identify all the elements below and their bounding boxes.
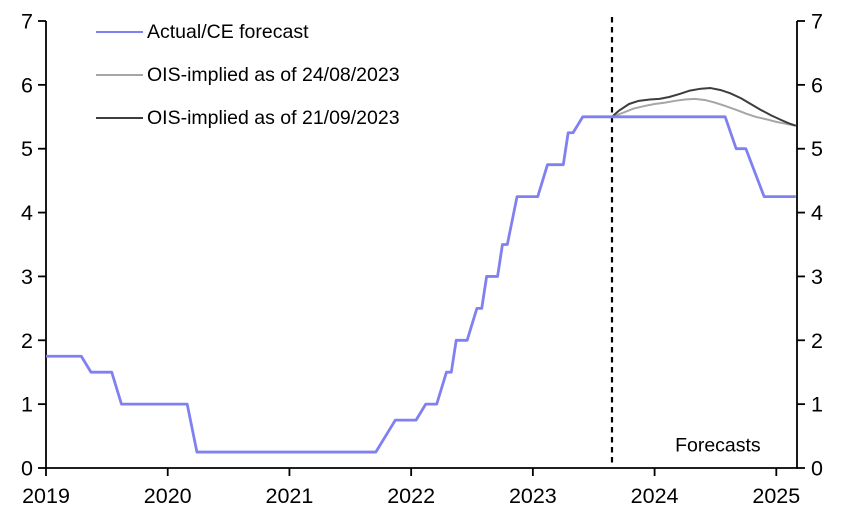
legend-label-ois-24-08-2023: OIS-implied as of 24/08/2023 [147,64,400,86]
legend-item-ois-24-08-2023: OIS-implied as of 24/08/2023 [96,63,400,87]
y-axis-left-tick-label: 5 [21,137,33,161]
x-axis-tick-label: 2025 [752,484,800,508]
y-axis-left-tick-label: 1 [21,393,33,417]
x-axis-tick-label: 2021 [266,484,314,508]
legend-label-ois-21-09-2023: OIS-implied as of 21/09/2023 [147,107,400,129]
x-axis-tick-label: 2020 [144,484,192,508]
x-axis-tick-label: 2023 [509,484,557,508]
series-line-0 [46,115,796,454]
y-axis-right-tick-label: 1 [811,393,823,417]
legend: Actual/CE forecast OIS-implied as of 24/… [96,20,400,130]
x-axis-tick-label: 2022 [387,484,435,508]
legend-line-ois-24-08-2023 [96,74,143,76]
x-axis-tick-label: 2024 [631,484,679,508]
y-axis-right-tick-label: 7 [811,10,823,34]
y-axis-left-tick-label: 2 [21,329,33,353]
y-axis-left-tick-label: 3 [21,265,33,289]
y-axis-right-tick-label: 2 [811,329,823,353]
y-axis-left-tick-label: 0 [21,457,33,481]
y-axis-left-tick-label: 7 [21,10,33,34]
x-axis-tick-label: 2019 [22,484,70,508]
y-axis-left-tick-label: 4 [21,201,33,225]
legend-line-actual-ce-forecast [96,31,143,33]
y-axis-right-tick-label: 6 [811,73,823,97]
y-axis-right-tick-label: 4 [811,201,823,225]
forecasts-annotation: Forecasts [675,434,761,457]
y-axis-right-tick-label: 0 [811,457,823,481]
legend-label-actual-ce-forecast: Actual/CE forecast [147,21,309,43]
legend-item-ois-21-09-2023: OIS-implied as of 21/09/2023 [96,106,400,130]
series-line-1 [611,97,796,127]
y-axis-right-tick-label: 3 [811,265,823,289]
y-axis-right-tick-label: 5 [811,137,823,161]
series-line-2 [611,87,797,127]
legend-item-actual-ce-forecast: Actual/CE forecast [96,20,400,44]
y-axis-left-tick-label: 6 [21,73,33,97]
legend-line-ois-21-09-2023 [96,117,143,119]
